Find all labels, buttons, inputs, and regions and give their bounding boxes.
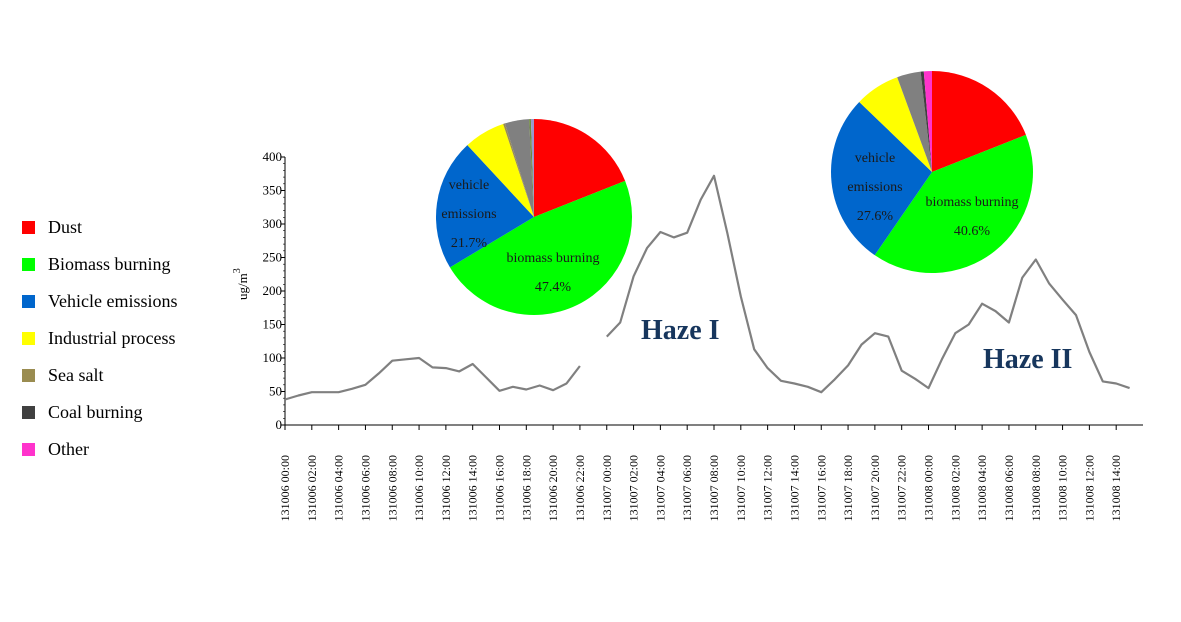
x-tick-label: 131007 06:00 xyxy=(680,455,694,521)
annotation-haze-1: Haze I xyxy=(641,315,720,346)
y-axis-label-unit-superscript: 3 xyxy=(232,268,243,273)
x-tick-label: 131008 04:00 xyxy=(975,455,989,521)
pie-slice xyxy=(830,101,932,256)
x-tick-label: 131006 04:00 xyxy=(332,455,346,521)
line-layer xyxy=(284,174,1130,401)
pie-label-biomass: biomass burning xyxy=(926,195,1019,210)
x-tick-label: 131006 08:00 xyxy=(385,455,399,521)
y-tick-label: 100 xyxy=(263,350,283,365)
pie-slice xyxy=(897,71,932,172)
pie-label-vehicle: emissions xyxy=(441,207,496,222)
pie-percent-vehicle: 27.6% xyxy=(857,209,894,224)
legend-label: Other xyxy=(48,439,89,459)
x-tick-label: 131007 22:00 xyxy=(895,455,909,521)
legend-item-sea-salt: Sea salt xyxy=(22,357,177,394)
y-tick-label: 350 xyxy=(263,183,283,198)
x-tick-label: 131007 12:00 xyxy=(761,455,775,521)
x-tick-label: 131007 20:00 xyxy=(868,455,882,521)
pie-percent-biomass: 47.4% xyxy=(535,280,572,295)
pie-slice xyxy=(932,71,1026,172)
x-tick-label: 131007 14:00 xyxy=(787,455,801,521)
x-tick-label: 131007 02:00 xyxy=(627,455,641,521)
y-tick-label: 150 xyxy=(263,317,283,332)
pie-slice xyxy=(923,71,932,172)
x-tick-label: 131007 16:00 xyxy=(814,455,828,521)
pie-slice xyxy=(920,71,932,172)
pie-chart-haze-2: biomass burning 40.6% vehicle emissions 27.6… xyxy=(830,71,1034,274)
legend-item-other: Other xyxy=(22,431,177,468)
legend-swatch xyxy=(22,221,35,234)
pie-percent-biomass: 40.6% xyxy=(954,224,991,239)
pie-slice xyxy=(874,134,1034,274)
legend-label: Coal burning xyxy=(48,402,143,422)
pie-label-vehicle: emissions xyxy=(847,180,902,195)
x-tick-label: 131006 12:00 xyxy=(439,455,453,521)
x-tick-label: 131006 16:00 xyxy=(493,455,507,521)
pie-chart-haze-1: biomass burning 47.4% vehicle emissions 21.7… xyxy=(435,119,633,316)
pie-label-vehicle: vehicle xyxy=(855,151,895,166)
x-tick-label: 131008 02:00 xyxy=(948,455,962,521)
legend-swatch xyxy=(22,443,35,456)
y-tick-label: 50 xyxy=(269,384,282,399)
pie-slice xyxy=(467,123,534,217)
x-tick-label: 131008 08:00 xyxy=(1029,455,1043,521)
x-tick-label: 131006 00:00 xyxy=(278,455,292,521)
x-tick-label: 131007 00:00 xyxy=(600,455,614,521)
series-line xyxy=(606,174,1130,394)
pie-slice xyxy=(449,180,633,316)
pie-slice xyxy=(529,119,534,217)
x-tick-label: 131007 10:00 xyxy=(734,455,748,521)
pie-slice xyxy=(503,123,534,217)
legend-swatch xyxy=(22,258,35,271)
y-axis-label: ug/m3 xyxy=(232,268,250,300)
x-tick-label: 131007 18:00 xyxy=(841,455,855,521)
legend-swatch xyxy=(22,332,35,345)
y-tick-label: 0 xyxy=(276,417,283,432)
x-tick-label: 131008 14:00 xyxy=(1109,455,1123,521)
annotation-haze-2: Haze II xyxy=(983,344,1072,375)
legend-item-dust: Dust xyxy=(22,209,177,246)
legend-item-vehicle-emissions: Vehicle emissions xyxy=(22,283,177,320)
x-tick-label: 131006 14:00 xyxy=(466,455,480,521)
pie-percent-vehicle: 21.7% xyxy=(451,236,488,251)
legend-swatch xyxy=(22,406,35,419)
x-tick-label: 131008 12:00 xyxy=(1082,455,1096,521)
pie-slice xyxy=(504,119,534,217)
y-tick-label: 300 xyxy=(263,216,283,231)
y-tick-label: 400 xyxy=(263,149,283,164)
legend-swatch xyxy=(22,369,35,382)
pie-slice xyxy=(859,77,932,172)
pie-slice xyxy=(534,119,626,217)
x-tick-label: 131006 20:00 xyxy=(546,455,560,521)
legend-item-biomass-burning: Biomass burning xyxy=(22,246,177,283)
pie-slice xyxy=(530,119,534,217)
x-tick-label: 131006 06:00 xyxy=(358,455,372,521)
x-tick-label: 131008 06:00 xyxy=(1002,455,1016,521)
x-tick-label: 131006 22:00 xyxy=(573,455,587,521)
legend-label: Dust xyxy=(48,217,83,237)
x-tick-label: 131008 00:00 xyxy=(922,455,936,521)
legend-label: Biomass burning xyxy=(48,254,171,274)
pie-label-biomass: biomass burning xyxy=(507,251,600,266)
x-tick-label: 131006 02:00 xyxy=(305,455,319,521)
legend-label: Industrial process xyxy=(48,328,176,348)
x-tick-label: 131006 10:00 xyxy=(412,455,426,521)
legend-item-coal-burning: Coal burning xyxy=(22,394,177,431)
chart-legend: Dust Biomass burning Vehicle emissions I… xyxy=(22,209,177,468)
x-tick-label: 131006 18:00 xyxy=(519,455,533,521)
legend-label: Sea salt xyxy=(48,365,104,385)
y-tick-label: 250 xyxy=(263,250,283,265)
chart-axes: 0 50 100 150 200 250 300 350 400 ug/m3 131006 00:0… xyxy=(232,149,1143,521)
x-tick-label: 131007 08:00 xyxy=(707,455,721,521)
x-tick-label: 131007 04:00 xyxy=(653,455,667,521)
legend-label: Vehicle emissions xyxy=(48,291,178,311)
x-tick-label: 131008 10:00 xyxy=(1056,455,1070,521)
legend-swatch xyxy=(22,295,35,308)
legend-item-industrial-process: Industrial process xyxy=(22,320,177,357)
series-line xyxy=(284,356,581,401)
y-tick-label: 200 xyxy=(263,283,283,298)
pie-slice xyxy=(435,145,534,268)
pie-label-vehicle: vehicle xyxy=(449,178,489,193)
